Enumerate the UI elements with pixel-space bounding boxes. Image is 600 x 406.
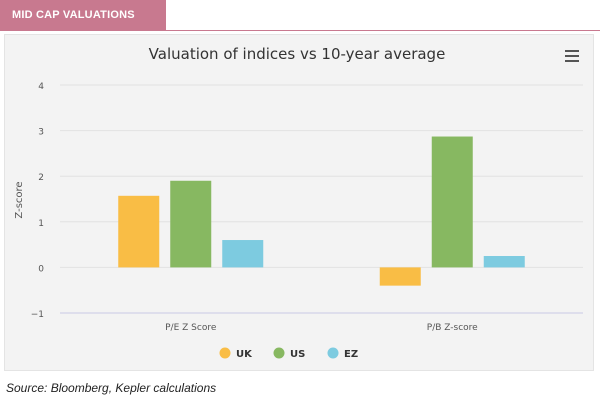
x-tick-labels: P/E Z Score P/B Z-score: [165, 323, 478, 333]
legend: UK US EZ: [219, 347, 358, 360]
legend-marker-uk: [219, 347, 231, 359]
source-note: Source: Bloomberg, Kepler calculations: [6, 381, 217, 395]
bar-us-2[interactable]: [431, 136, 473, 268]
y-tick-labels: −1 0 1 2 3 4: [31, 82, 45, 320]
y-tick-label: 2: [38, 173, 44, 183]
bars: [118, 136, 525, 286]
legend-label-ez[interactable]: EZ: [344, 349, 358, 360]
y-tick-label: 1: [38, 219, 44, 229]
legend-marker-us: [273, 347, 285, 359]
bar-ez-1[interactable]: [222, 240, 264, 268]
bar-us-1[interactable]: [170, 180, 212, 268]
chart-frame: [4, 34, 594, 371]
bar-ez-2[interactable]: [483, 256, 525, 268]
legend-marker-ez: [327, 347, 339, 359]
chart-title: Valuation of indices vs 10-year average: [149, 45, 446, 63]
y-tick-label: 0: [38, 264, 44, 274]
legend-label-us[interactable]: US: [290, 349, 305, 360]
y-axis-label: Z-score: [14, 181, 25, 218]
section-tab: MID CAP VALUATIONS: [0, 0, 166, 31]
bar-uk-1[interactable]: [118, 195, 160, 268]
x-tick-label: P/B Z-score: [427, 323, 478, 333]
x-tick-label: P/E Z Score: [165, 323, 217, 333]
hamburger-menu-icon[interactable]: [565, 50, 579, 62]
y-tick-label: 4: [38, 82, 44, 92]
bar-chart: Valuation of indices vs 10-year average …: [14, 45, 583, 360]
tab-underline: [0, 30, 600, 31]
y-tick-label: −1: [31, 310, 44, 320]
legend-label-uk[interactable]: UK: [236, 349, 253, 360]
bar-uk-2[interactable]: [379, 267, 421, 286]
y-tick-label: 3: [38, 128, 44, 138]
